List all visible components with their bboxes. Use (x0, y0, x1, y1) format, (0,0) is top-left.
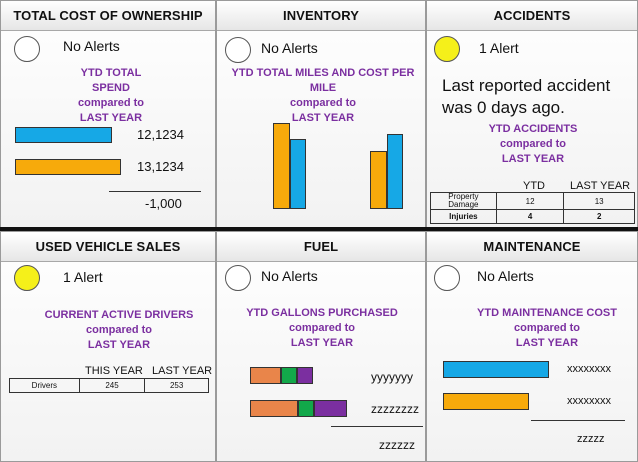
difference-value: zzzzzz (379, 438, 415, 452)
panel-title: FUEL (217, 232, 425, 262)
last-year-value: xxxxxxxx (567, 395, 611, 407)
difference-rule (331, 426, 423, 427)
message-line: Last reported accident (442, 76, 611, 95)
subtitle-line: LAST YEAR (291, 112, 355, 124)
difference-value: -1,000 (145, 196, 182, 211)
alert-label: No Alerts (63, 38, 120, 54)
metric-subtitle: CURRENT ACTIVE DRIVERS compared to LAST … (29, 308, 209, 353)
subtitle-line: MILE (309, 82, 337, 94)
last-year-segment-orange (250, 400, 298, 417)
column-header-this-year: THIS YEAR (85, 365, 143, 377)
metric-subtitle: YTD MAINTENANCE COST compared to LAST YE… (467, 306, 627, 351)
alert-status-icon (434, 265, 460, 291)
alert-label: No Alerts (477, 268, 534, 284)
this-year-segment-orange (250, 367, 281, 384)
panel-title: MAINTENANCE (427, 232, 637, 262)
subtitle-line: YTD MAINTENANCE COST (477, 307, 617, 319)
this-year-bar (15, 127, 112, 143)
subtitle-line: LAST YEAR (290, 337, 354, 349)
subtitle-line: LAST YEAR (79, 112, 143, 124)
accident-message: Last reported accident was 0 days ago. (442, 75, 610, 119)
row-label: Property Damage (430, 192, 497, 210)
panel-used-vehicle-sales[interactable]: USED VEHICLE SALES 1 Alert CURRENT ACTIV… (0, 231, 216, 462)
last-year-cell: 253 (144, 378, 209, 393)
this-year-segment-green (281, 367, 297, 384)
alert-status-icon (434, 36, 460, 62)
last-year-bar (15, 159, 121, 175)
last-year-value: zzzzzzzz (371, 402, 419, 416)
table-row: Property Damage 12 13 (430, 192, 635, 210)
alert-status-icon (225, 265, 251, 291)
difference-value: zzzzz (577, 433, 605, 445)
metric-subtitle: YTD ACCIDENTS compared to LAST YEAR (473, 122, 593, 167)
subtitle-line: compared to (288, 322, 355, 334)
subtitle-line: YTD GALLONS PURCHASED (246, 307, 398, 319)
metric-subtitle: YTD TOTAL SPEND compared to LAST YEAR (51, 66, 171, 126)
alert-label: No Alerts (261, 40, 318, 56)
panel-title: USED VEHICLE SALES (1, 232, 215, 262)
alert-label: 1 Alert (479, 40, 519, 56)
subtitle-line: compared to (77, 97, 144, 109)
miles-last-year-bar (273, 123, 290, 209)
miles-this-year-bar (290, 139, 306, 209)
subtitle-line: CURRENT ACTIVE DRIVERS (44, 309, 194, 321)
panel-total-cost-of-ownership[interactable]: TOTAL COST OF OWNERSHIP No Alerts YTD TO… (0, 0, 216, 228)
column-header-ytd: YTD (523, 180, 545, 192)
alert-status-icon (14, 265, 40, 291)
column-header-last-year: LAST YEAR (152, 365, 213, 377)
section-divider (0, 227, 638, 231)
subtitle-line: SPEND (92, 82, 130, 94)
subtitle-line: LAST YEAR (87, 339, 151, 351)
table-row: Injuries 4 2 (430, 209, 635, 224)
accidents-table: Property Damage 12 13 Injuries 4 2 (430, 192, 635, 224)
panel-title: ACCIDENTS (427, 1, 637, 31)
last-year-segment-purple (314, 400, 347, 417)
alert-label: 1 Alert (63, 269, 103, 285)
ytd-cell: 4 (495, 209, 565, 224)
last-year-cell: 13 (563, 192, 635, 210)
subtitle-line: compared to (499, 138, 566, 150)
cost-this-year-bar (387, 134, 403, 209)
this-year-segment-purple (297, 367, 313, 384)
panel-maintenance[interactable]: MAINTENANCE No Alerts YTD MAINTENANCE CO… (426, 231, 638, 462)
row-label: Drivers (9, 378, 80, 393)
drivers-table: Drivers 245 253 (9, 378, 209, 393)
this-year-cell: 245 (78, 378, 146, 393)
this-year-value: 12,1234 (137, 127, 184, 142)
alert-status-icon (225, 37, 251, 63)
difference-rule (531, 420, 625, 421)
subtitle-line: YTD ACCIDENTS (488, 123, 578, 135)
panel-fuel[interactable]: FUEL No Alerts YTD GALLONS PURCHASED com… (216, 231, 426, 462)
panel-title: TOTAL COST OF OWNERSHIP (1, 1, 215, 31)
subtitle-line: LAST YEAR (515, 337, 579, 349)
panel-title: INVENTORY (217, 1, 425, 31)
panel-inventory[interactable]: INVENTORY No Alerts YTD TOTAL MILES AND … (216, 0, 426, 228)
last-year-bar (443, 393, 529, 410)
message-line: was 0 days ago. (442, 98, 565, 117)
metric-subtitle: YTD GALLONS PURCHASED compared to LAST Y… (237, 306, 407, 351)
subtitle-line: YTD TOTAL (80, 67, 142, 79)
subtitle-line: LAST YEAR (501, 153, 565, 165)
subtitle-line: compared to (289, 97, 356, 109)
last-year-segment-green (298, 400, 314, 417)
last-year-value: 13,1234 (137, 159, 184, 174)
metric-subtitle: YTD TOTAL MILES AND COST PER MILE compar… (231, 66, 415, 126)
alert-label: No Alerts (261, 268, 318, 284)
panel-accidents[interactable]: ACCIDENTS 1 Alert Last reported accident… (426, 0, 638, 228)
subtitle-line: compared to (85, 324, 152, 336)
this-year-value: yyyyyyy (371, 370, 413, 384)
cost-last-year-bar (370, 151, 387, 209)
this-year-bar (443, 361, 549, 378)
last-year-cell: 2 (563, 209, 635, 224)
table-row: Drivers 245 253 (9, 378, 209, 393)
alert-status-icon (14, 36, 40, 62)
column-header-last-year: LAST YEAR (570, 180, 631, 192)
subtitle-line: YTD TOTAL MILES AND COST PER (231, 67, 415, 79)
difference-rule (109, 191, 201, 192)
ytd-cell: 12 (495, 192, 565, 210)
subtitle-line: compared to (513, 322, 580, 334)
row-label: Injuries (430, 209, 497, 224)
this-year-value: xxxxxxxx (567, 363, 611, 375)
